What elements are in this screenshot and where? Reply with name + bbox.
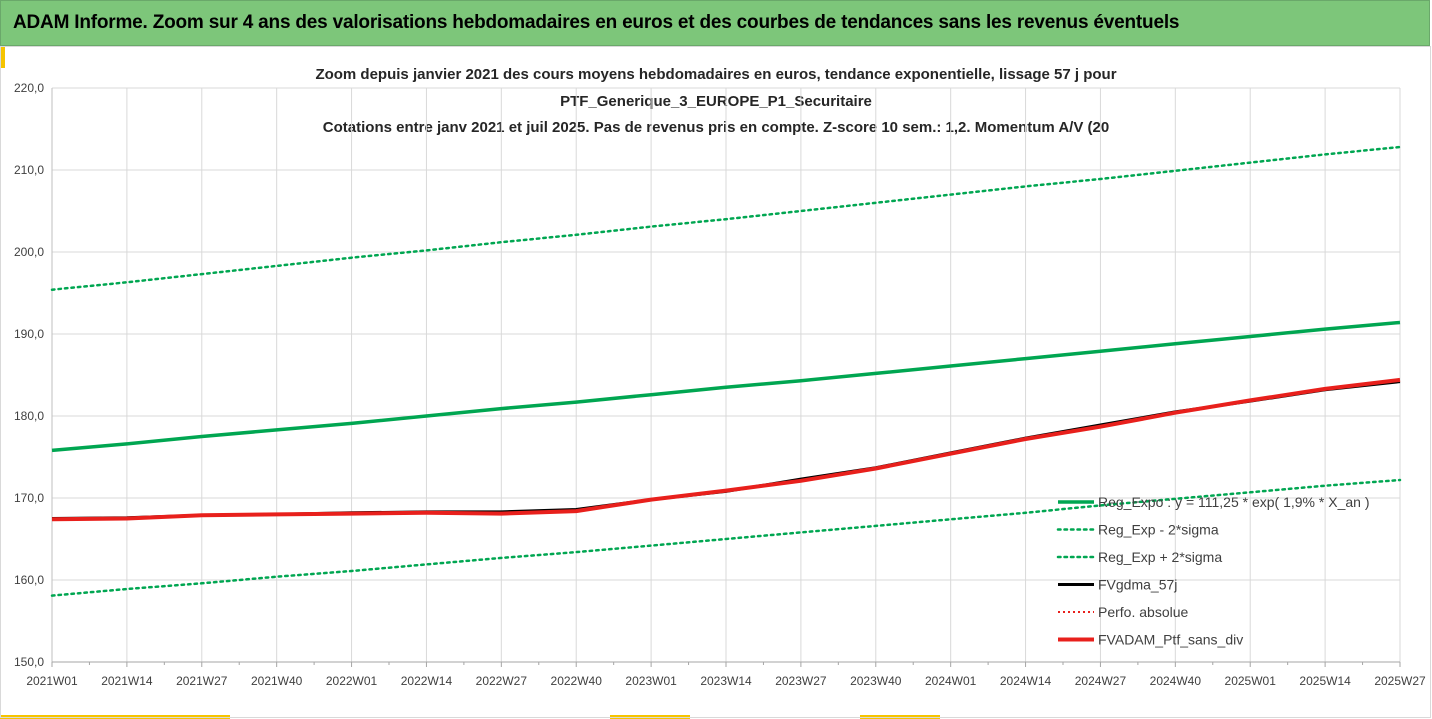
legend-label-1: Reg_Exp - 2*sigma	[1098, 522, 1219, 538]
y-tick-label: 160,0	[14, 573, 44, 587]
x-tick-label: 2024W01	[925, 674, 977, 688]
y-tick-label: 200,0	[14, 245, 44, 259]
x-tick-label: 2023W27	[775, 674, 827, 688]
x-tick-label: 2022W01	[326, 674, 378, 688]
x-tick-label: 2022W40	[551, 674, 603, 688]
series-line-0	[51, 320, 1401, 453]
chart-title-line-1: Zoom depuis janvier 2021 des cours moyen…	[315, 66, 1117, 83]
report-title: ADAM Informe. Zoom sur 4 ans des valoris…	[13, 12, 1180, 33]
chart-title-line-3: Cotations entre janv 2021 et juil 2025. …	[322, 119, 1110, 136]
y-tick-label: 150,0	[14, 655, 44, 669]
legend-label-3: FVgdma_57j	[1098, 577, 1177, 593]
x-tick-label: 2024W40	[1150, 674, 1202, 688]
y-tick-label: 220,0	[14, 81, 44, 95]
x-tick-label: 2025W27	[1374, 674, 1426, 688]
x-tick-label: 2021W27	[176, 674, 228, 688]
chart-grid	[51, 87, 1401, 663]
chart-axes: 2021W01 2021W14 2021W27 2021W40 2022W01 2022W…	[14, 81, 1426, 688]
legend-label-0: Reg_Expo : y = 111,25 * exp( 1,9% * X_an…	[1098, 494, 1369, 510]
chart-series-lines	[50, 145, 1402, 597]
y-tick-label: 170,0	[14, 491, 44, 505]
x-tick-label: 2024W27	[1075, 674, 1127, 688]
series-line-2	[50, 145, 1402, 291]
report-banner: ADAM Informe. Zoom sur 4 ans des valoris…	[0, 0, 1430, 46]
y-tick-label: 210,0	[14, 163, 44, 177]
x-tick-label: 2022W14	[401, 674, 453, 688]
x-tick-label: 2021W40	[251, 674, 303, 688]
x-tick-label: 2023W14	[700, 674, 752, 688]
x-tick-label: 2022W27	[476, 674, 528, 688]
chart-legend: Reg_Expo : y = 111,25 * exp( 1,9% * X_an…	[1056, 494, 1369, 648]
x-tick-label: 2025W14	[1299, 674, 1351, 688]
chart-frame	[0, 46, 1431, 718]
x-tick-label: 2021W14	[101, 674, 153, 688]
x-tick-label: 2025W01	[1225, 674, 1277, 688]
series-line-1	[50, 478, 1402, 597]
accent-bar-left	[0, 46, 5, 68]
x-tick-label: 2023W01	[625, 674, 677, 688]
y-tick-label: 190,0	[14, 327, 44, 341]
chart-title-line-2: PTF_Generique_3_EUROPE_P1_Securitaire	[560, 93, 872, 110]
legend-label-5: FVADAM_Ptf_sans_div	[1098, 632, 1243, 648]
x-tick-label: 2021W01	[26, 674, 78, 688]
legend-label-2: Reg_Exp + 2*sigma	[1098, 549, 1222, 565]
x-tick-label: 2023W40	[850, 674, 902, 688]
x-tick-label: 2024W14	[1000, 674, 1052, 688]
y-tick-label: 180,0	[14, 409, 44, 423]
series-line-5	[51, 377, 1401, 522]
legend-label-4: Perfo. absolue	[1098, 604, 1188, 620]
